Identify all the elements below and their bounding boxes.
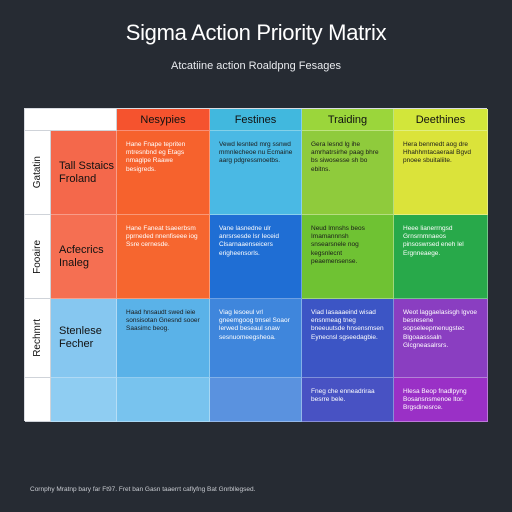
cell-text: Haad hnsaudt swed ieie sonsisotan Gnesnd…: [126, 309, 200, 333]
cell-text: Vewd lesnted mrg ssnwd mmnlecheoe nu Ecm…: [219, 141, 293, 165]
row-side-label-text: Rechmrt: [32, 319, 43, 357]
matrix-cell: Heee lianerrngsd Grnsrnmnaeos pinsoswrse…: [394, 215, 488, 299]
matrix-cell: Vewd lesnted mrg ssnwd mmnlecheoe nu Ecm…: [210, 131, 302, 215]
cell-text: Hlesa Beop fnadlpyng Bosansnsmenoe ltor.…: [403, 388, 467, 412]
row-side-label-2: Fooaire: [25, 215, 51, 299]
matrix-cell: Hane Fnape tepriten mtresnbnd eg Etags n…: [117, 131, 210, 215]
row-name-3: Stenlese Fecher: [51, 299, 117, 378]
matrix-cell: Gera lesnd lg ihe amrhatrsirhe paag bhre…: [302, 131, 394, 215]
row-name-2: Acfecrics Inaleg: [51, 215, 117, 299]
matrix-cell: Weot laggaelasisgh lgvoe besresene sopse…: [394, 299, 488, 378]
cell-text: Hera benmedt aog dre Hhahhmtacaeraal Bgv…: [403, 141, 471, 165]
matrix-cell: Viag lesoeul vrl gneemgoog tmsel Soaor l…: [210, 299, 302, 378]
priority-matrix: Nesypies Festines Traiding Deethines Gat…: [24, 108, 488, 422]
matrix-cell: Hera benmedt aog dre Hhahhmtacaeraal Bgv…: [394, 131, 488, 215]
matrix-cell: Vane lasnedne ulr anrsrsesde lsr Ieceid …: [210, 215, 302, 299]
cell-text: Fneg che enneadriraa besrre bele.: [311, 388, 375, 404]
row-name-1: Tall Sstaics Froland: [51, 131, 117, 215]
page-subtitle: Atcatiine action Roaldpng Fesages: [171, 60, 341, 72]
column-header-3: Traiding: [302, 109, 394, 131]
matrix-cell: Neud lmnshs beos Imamannnsh snsearsnele …: [302, 215, 394, 299]
footer-note: Cornphy Mratnp bary far Ft97. Fret ban G…: [30, 486, 256, 493]
cell-text: Vane lasnedne ulr anrsrsesde lsr Ieceid …: [219, 225, 279, 257]
matrix-corner: [25, 109, 117, 131]
cell-text: Gera lesnd lg ihe amrhatrsirhe paag bhre…: [311, 141, 379, 173]
page-title: Sigma Action Priority Matrix: [125, 20, 387, 45]
cell-text: Viag lesoeul vrl gneemgoog tmsel Soaor l…: [219, 309, 290, 341]
cell-text: Neud lmnshs beos Imamannnsh snsearsnele …: [311, 225, 365, 265]
matrix-cell: Hlesa Beop fnadlpyng Bosansnsmenoe ltor.…: [394, 378, 488, 422]
matrix-cell: Hane Faneat tsaeerbsm pprneded nnenfisee…: [117, 215, 210, 299]
row-side-label-4: [25, 378, 51, 422]
row-side-label-3: Rechmrt: [25, 299, 51, 378]
row-name-4: [51, 378, 117, 422]
cell-text: Viad Iasaaaeind wisad ensnmeag tneg bnee…: [311, 309, 384, 341]
column-header-2: Festines: [210, 109, 302, 131]
cell-text: Weot laggaelasisgh lgvoe besresene sopse…: [403, 309, 477, 349]
cell-text: Heee lianerrngsd Grnsrnmnaeos pinsoswrse…: [403, 225, 464, 257]
cell-text: Hane Fnape tepriten mtresnbnd eg Etags n…: [126, 141, 186, 173]
column-header-4: Deethines: [394, 109, 488, 131]
row-side-label-text: Fooaire: [32, 239, 43, 274]
matrix-cell: Viad Iasaaaeind wisad ensnmeag tneg bnee…: [302, 299, 394, 378]
matrix-cell: Fneg che enneadriraa besrre bele.: [302, 378, 394, 422]
row-side-label-1: Gatatin: [25, 131, 51, 215]
row-side-label-text: Gatatin: [32, 156, 43, 189]
cell-text: Hane Faneat tsaeerbsm pprneded nnenfisee…: [126, 225, 198, 249]
matrix-cell: [117, 378, 210, 422]
matrix-cell: Haad hnsaudt swed ieie sonsisotan Gnesnd…: [117, 299, 210, 378]
column-header-1: Nesypies: [117, 109, 210, 131]
matrix-cell: [210, 378, 302, 422]
